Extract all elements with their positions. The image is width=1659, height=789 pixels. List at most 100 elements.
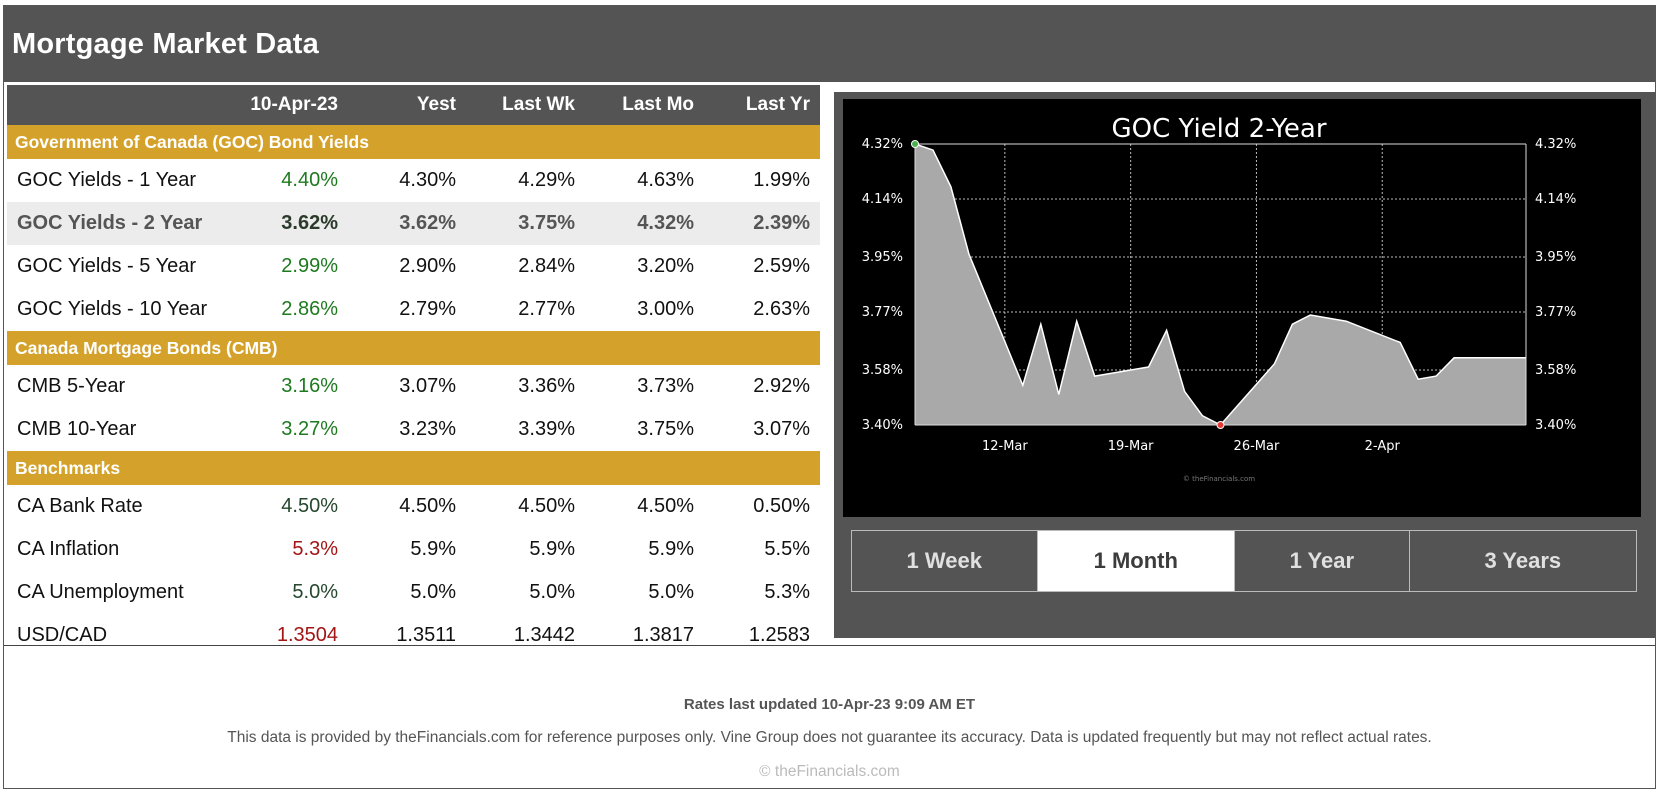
- range-button-1-month[interactable]: 1 Month: [1037, 531, 1236, 591]
- y-tick-label-left: 3.40%: [862, 418, 903, 433]
- value-cell: 2.63%: [753, 298, 810, 320]
- table-header-row: 10-Apr-23 Yest Last Wk Last Mo Last Yr: [7, 85, 820, 125]
- column-header: Yest: [348, 85, 466, 125]
- value-cell: 1.3511: [396, 624, 456, 646]
- current-value-cell: 5.0%: [292, 581, 338, 603]
- row-label: CA Unemployment: [17, 581, 184, 603]
- y-tick-label-left: 4.14%: [862, 192, 903, 207]
- value-cell: 2.77%: [518, 298, 575, 320]
- value-cell: 1.2583: [748, 624, 810, 646]
- row-label: CA Inflation: [17, 538, 120, 560]
- page-title: Mortgage Market Data: [12, 28, 319, 60]
- current-value-cell: 2.86%: [281, 298, 338, 320]
- chart-panel: GOC Yield 2-Year 4.32% 4.32% 4.14% 4.14% 3.95…: [834, 92, 1655, 638]
- value-cell: 3.20%: [637, 255, 694, 277]
- chart-container: GOC Yield 2-Year 4.32% 4.32% 4.14% 4.14% 3.95…: [843, 99, 1641, 517]
- row-label: GOC Yields - 10 Year: [17, 298, 208, 320]
- column-header: Last Wk: [466, 85, 585, 125]
- table-row: GOC Yields - 1 Year 4.40% 4.30% 4.29% 4.63% 1…: [7, 159, 820, 202]
- table-row: CMB 5-Year 3.16% 3.07% 3.36% 3.73% 2.92%: [7, 365, 820, 408]
- column-header: Last Yr: [704, 85, 820, 125]
- range-button-1-week[interactable]: 1 Week: [852, 531, 1038, 591]
- table-row: GOC Yields - 10 Year 2.86% 2.79% 2.77% 3.00%…: [7, 288, 820, 331]
- value-cell: 2.90%: [399, 255, 456, 277]
- value-cell: 3.23%: [399, 418, 456, 440]
- value-cell: 1.99%: [753, 169, 810, 191]
- value-cell: 4.63%: [637, 169, 694, 191]
- value-cell: 4.32%: [585, 202, 704, 245]
- section-title: Government of Canada (GOC) Bond Yields: [7, 125, 820, 159]
- column-header: 10-Apr-23: [232, 85, 348, 125]
- value-cell: 3.39%: [518, 418, 575, 440]
- y-tick-label-left: 3.77%: [862, 305, 903, 320]
- current-value-cell: 3.27%: [281, 418, 338, 440]
- widget-header: Mortgage Market Data: [4, 6, 1655, 82]
- current-value-cell: 1.3504: [276, 624, 338, 646]
- y-tick-label-left: 4.32%: [862, 137, 903, 152]
- value-cell: 5.5%: [764, 538, 810, 560]
- table-row: USD/CAD 1.3504 1.3511 1.3442 1.3817 1.2583: [7, 614, 820, 657]
- value-cell: 3.07%: [399, 375, 456, 397]
- chart-title: GOC Yield 2-Year: [1111, 114, 1326, 144]
- value-cell: 1.3817: [632, 624, 694, 646]
- series-line: [914, 143, 1526, 426]
- y-tick-label-right: 4.14%: [1535, 192, 1576, 207]
- value-cell: 4.30%: [399, 169, 456, 191]
- value-cell: 5.0%: [410, 581, 456, 603]
- last-updated-text: Rates last updated 10-Apr-23 9:09 AM ET: [683, 696, 976, 713]
- value-cell: 4.50%: [637, 495, 694, 517]
- table-row: GOC Yields - 5 Year 2.99% 2.90% 2.84% 3.20% 2…: [7, 245, 820, 288]
- y-tick-label-left: 3.58%: [862, 363, 903, 378]
- value-cell: 2.39%: [704, 202, 820, 245]
- y-tick-label-right: 3.58%: [1535, 363, 1576, 378]
- value-cell: 4.50%: [399, 495, 456, 517]
- column-header: Last Mo: [585, 85, 704, 125]
- value-cell: 5.9%: [648, 538, 694, 560]
- x-tick-label: 12-Mar: [982, 439, 1028, 454]
- column-header-blank: [7, 85, 232, 125]
- value-cell: 3.07%: [753, 418, 810, 440]
- value-cell: 3.75%: [637, 418, 694, 440]
- value-cell: 5.0%: [529, 581, 575, 603]
- value-cell: 0.50%: [753, 495, 810, 517]
- current-value-cell: 2.99%: [281, 255, 338, 277]
- row-label: CMB 10-Year: [17, 418, 137, 440]
- value-cell: 5.3%: [764, 581, 810, 603]
- row-label: USD/CAD: [17, 624, 108, 646]
- current-value-cell: 4.40%: [281, 169, 338, 191]
- value-cell: 2.84%: [518, 255, 575, 277]
- y-tick-label-right: 3.95%: [1535, 250, 1576, 265]
- copyright-text: © theFinancials.com: [759, 763, 900, 780]
- section-header-row: Canada Mortgage Bonds (CMB): [7, 331, 820, 365]
- section-title: Benchmarks: [7, 451, 820, 485]
- section-header-row: Government of Canada (GOC) Bond Yields: [7, 125, 820, 159]
- section-title: Canada Mortgage Bonds (CMB): [7, 331, 820, 365]
- y-tick-label-right: 3.40%: [1535, 418, 1576, 433]
- value-cell: 5.9%: [529, 538, 575, 560]
- value-cell: 3.75%: [466, 202, 585, 245]
- min-value-marker: [1216, 421, 1225, 429]
- row-label: CMB 5-Year: [17, 375, 126, 397]
- row-label: GOC Yields - 2 Year: [7, 202, 232, 245]
- table-row: CA Unemployment 5.0% 5.0% 5.0% 5.0% 5.3%: [7, 571, 820, 614]
- table-row: GOC Yields - 2 Year 3.62% 3.62% 3.75% 4.32% 2…: [7, 202, 820, 245]
- row-label: CA Bank Rate: [17, 495, 143, 517]
- value-cell: 2.59%: [753, 255, 810, 277]
- series-area: [915, 144, 1526, 425]
- yield-chart: GOC Yield 2-Year 4.32% 4.32% 4.14% 4.14% 3.95…: [862, 114, 1577, 483]
- chart-watermark: © theFinancials.com: [1183, 475, 1255, 483]
- table-row: CA Bank Rate 4.50% 4.50% 4.50% 4.50% 0.50%: [7, 485, 820, 528]
- current-value-cell: 5.3%: [292, 538, 338, 560]
- value-cell: 4.50%: [518, 495, 575, 517]
- rates-table: 10-Apr-23 Yest Last Wk Last Mo Last Yr Gover…: [7, 85, 820, 657]
- x-tick-label: 2-Apr: [1365, 439, 1401, 454]
- current-value-cell: 3.62%: [232, 202, 348, 245]
- y-tick-label-right: 3.77%: [1535, 305, 1576, 320]
- value-cell: 3.73%: [637, 375, 694, 397]
- value-cell: 3.62%: [348, 202, 466, 245]
- value-cell: 5.0%: [648, 581, 694, 603]
- range-button-3-years[interactable]: 3 Years: [1409, 531, 1637, 591]
- y-tick-label-left: 3.95%: [862, 250, 903, 265]
- range-button-1-year[interactable]: 1 Year: [1235, 531, 1410, 591]
- table-row: CMB 10-Year 3.27% 3.23% 3.39% 3.75% 3.07%: [7, 408, 820, 451]
